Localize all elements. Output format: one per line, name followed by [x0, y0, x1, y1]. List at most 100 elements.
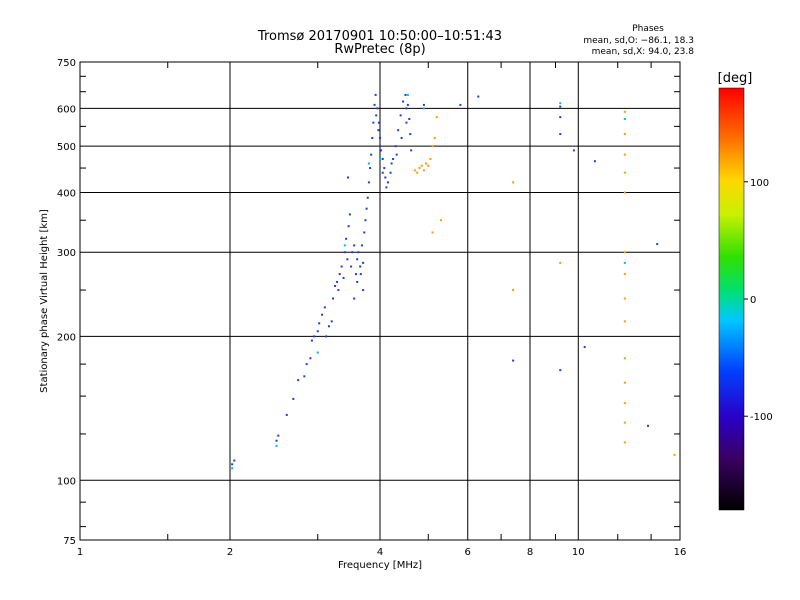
x-tick-label: 4 — [377, 547, 383, 558]
data-point — [593, 160, 596, 163]
data-point — [427, 164, 430, 167]
data-point — [379, 137, 381, 140]
data-point — [285, 413, 288, 416]
data-point — [409, 133, 412, 136]
data-point — [405, 107, 408, 110]
data-point — [346, 258, 349, 261]
data-point — [277, 434, 280, 437]
data-point — [338, 273, 341, 276]
plot-area: 1 2 4 6 8 10 16 75 100 200 300 400 500 600 750 — [57, 58, 686, 558]
data-point — [559, 369, 562, 372]
data-point — [325, 335, 328, 338]
data-point — [353, 297, 356, 300]
data-point — [346, 176, 349, 179]
data-point — [359, 265, 362, 268]
data-point — [305, 363, 308, 366]
data-point — [623, 421, 626, 424]
data-point — [303, 375, 306, 378]
data-point — [422, 103, 425, 106]
data-point — [572, 149, 575, 152]
data-point — [366, 196, 369, 199]
data-point — [336, 280, 339, 283]
x-tick-label: 10 — [572, 547, 585, 558]
data-point — [623, 381, 626, 384]
data-point — [422, 107, 425, 110]
data-point — [623, 402, 626, 405]
data-point — [583, 346, 586, 349]
data-point — [400, 137, 403, 140]
data-point — [623, 110, 626, 113]
y-axis-label: Stationary phase Virtual Height [km] — [39, 209, 50, 393]
data-point — [512, 181, 515, 184]
data-point — [365, 207, 368, 210]
data-point — [623, 297, 626, 300]
stats-line-o: mean, sd,O: −86.1, 18.3 — [583, 36, 694, 46]
data-point — [402, 100, 405, 103]
data-point — [313, 335, 316, 338]
data-point — [364, 219, 367, 222]
data-point — [623, 357, 626, 360]
data-point — [395, 153, 398, 156]
chart-title: Tromsø 20170901 10:50:00–10:51:43 — [257, 29, 502, 44]
data-point — [406, 103, 409, 106]
colorbar-tick-label: 100 — [750, 178, 769, 189]
stats-line-x: mean, sd,X: 94.0, 23.8 — [592, 47, 695, 57]
data-point — [340, 265, 343, 268]
data-point — [357, 251, 360, 254]
data-point — [347, 225, 350, 228]
data-point — [275, 444, 278, 447]
data-point — [392, 158, 395, 161]
data-point — [371, 137, 374, 140]
data-point — [231, 467, 234, 470]
data-point — [477, 95, 480, 98]
axis-ticks: 1 2 4 6 8 10 16 75 100 200 300 400 500 600 750 — [57, 58, 686, 558]
data-point — [390, 162, 393, 165]
colorbar-label: [deg] — [718, 71, 753, 86]
x-tick-label: 8 — [527, 547, 533, 558]
data-point — [559, 116, 562, 119]
data-point — [360, 244, 363, 247]
data-point — [384, 176, 387, 179]
data-point — [413, 169, 416, 172]
data-point — [559, 133, 562, 136]
data-point — [559, 105, 562, 108]
data-point — [433, 137, 436, 140]
data-point — [316, 351, 319, 354]
data-point — [343, 244, 346, 247]
data-point — [623, 171, 626, 174]
data-point — [323, 306, 326, 309]
data-point — [385, 186, 388, 189]
data-point — [646, 424, 649, 427]
data-point — [377, 121, 380, 124]
data-point — [292, 397, 295, 400]
data-point — [559, 261, 562, 264]
data-point — [343, 251, 346, 254]
data-point — [363, 231, 366, 234]
data-point — [623, 261, 626, 264]
data-point — [623, 273, 626, 276]
data-point — [410, 149, 413, 152]
data-point — [394, 145, 397, 148]
colorbar-tick-label: 0 — [750, 295, 756, 306]
data-point — [623, 251, 626, 254]
data-point — [381, 171, 384, 174]
x-axis-label: Frequency [MHz] — [338, 560, 422, 571]
data-point — [332, 297, 335, 300]
data-point — [623, 441, 626, 444]
data-point — [425, 162, 428, 165]
data-point — [309, 357, 312, 360]
data-point — [389, 171, 392, 174]
data-point — [353, 244, 356, 247]
data-point — [623, 153, 626, 156]
stats-heading: Phases — [632, 24, 664, 34]
data-point — [656, 243, 659, 246]
data-point — [330, 320, 333, 323]
data-point — [372, 121, 375, 124]
data-point — [231, 463, 234, 466]
data-point — [416, 171, 419, 174]
data-points — [231, 93, 676, 470]
data-point — [310, 339, 313, 342]
data-point — [351, 251, 354, 254]
data-point — [377, 129, 380, 132]
data-point — [348, 213, 351, 216]
